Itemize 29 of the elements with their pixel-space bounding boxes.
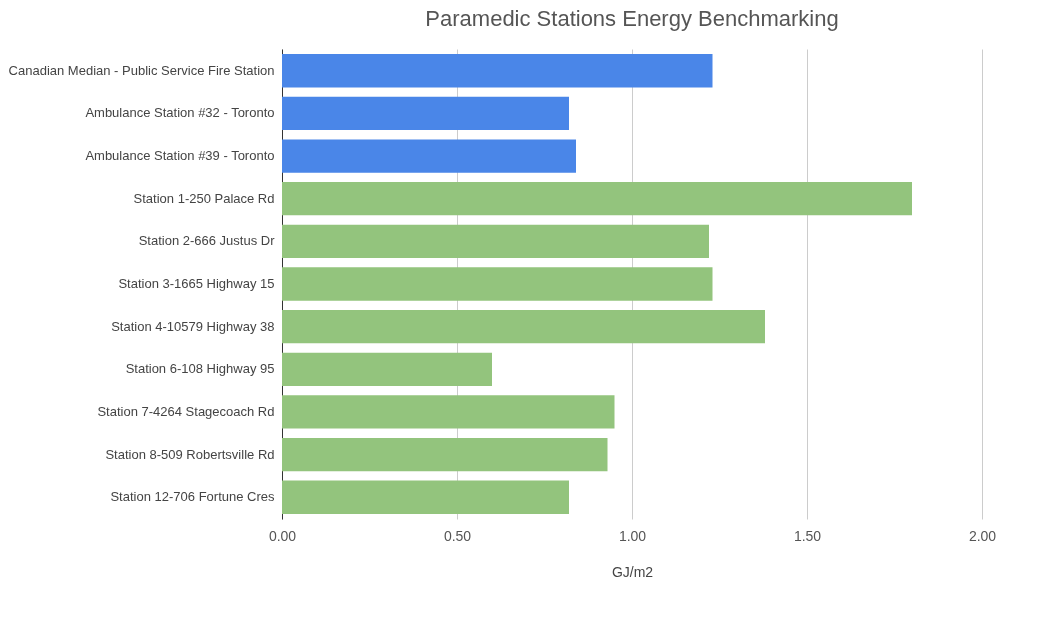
bar [282,437,608,472]
y-tick-label: Station 4-10579 Highway 38 [111,318,275,334]
bar [282,224,709,258]
y-tick-label: Station 1-250 Palace Rd [133,190,275,206]
y-tick-label: Ambulance Station #32 - Toronto [85,105,275,121]
y-tick-label: Station 3-1665 Highway 15 [118,276,275,291]
y-tick-label: Station 12-706 Fortune Cres [110,489,275,505]
bar [282,395,615,429]
bar [282,480,569,514]
chart-title: Paramedic Stations Energy Benchmarking [425,6,839,31]
x-tick-label: 0.00 [268,527,297,544]
x-tick-label: 1.00 [618,527,647,544]
y-tick-label: Ambulance Station #39 - Toronto [85,148,275,164]
y-tick-label: Station 6-108 Highway 95 [125,361,275,377]
bar [282,182,912,216]
y-tick-label: Station 2-666 Justus Dr [138,233,276,249]
y-tick-label: Station 7-4264 Stagecoach Rd [97,403,275,419]
x-tick-label: 2.00 [968,527,997,544]
bar [282,267,713,301]
y-tick-label: Station 8-509 Robertsville Rd [105,446,275,462]
bar [282,139,576,173]
x-axis-title: GJ/m2 [611,563,654,580]
x-tick-label: 0.50 [443,527,472,544]
y-tick-label: Canadian Median - Public Service Fire Station [8,62,275,78]
bar [282,96,569,131]
bar [282,310,765,344]
x-tick-label: 1.50 [793,527,822,544]
bar [282,54,713,88]
bar [282,352,492,386]
